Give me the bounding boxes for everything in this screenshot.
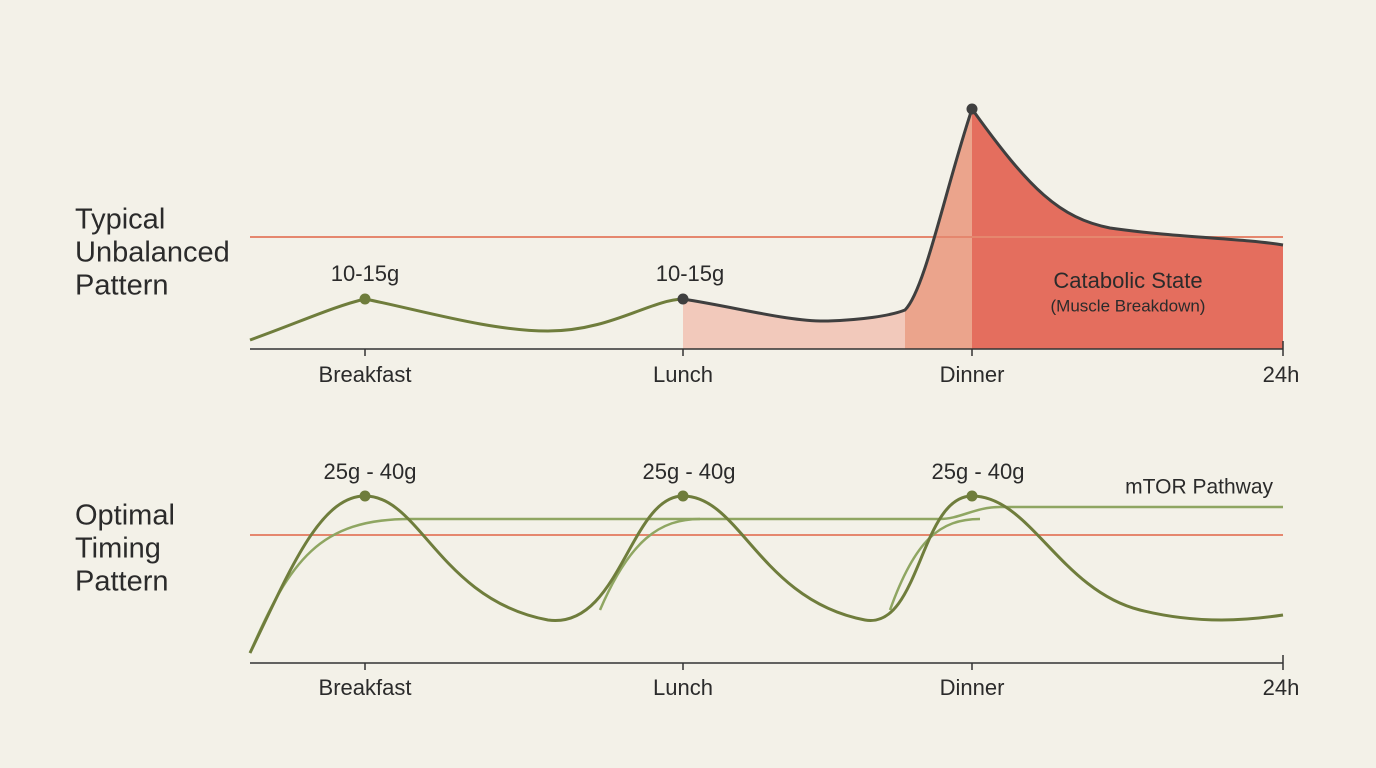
peak-label: 10-15g [331,261,400,286]
axis-label: Breakfast [319,362,412,387]
panel-label: Pattern [75,270,169,302]
ticks [364,655,1284,670]
mtor-curve [598,517,701,611]
zone-subtitle: (Muscle Breakdown) [1051,296,1206,315]
protein-curve [248,494,1284,654]
panel-label: Optimal [75,500,175,532]
peak-dot [966,490,978,502]
line-label: mTOR Pathway [1125,476,1273,499]
axis-label: Dinner [940,675,1005,700]
peak-dot [966,103,978,115]
axis-label: 24h [1263,675,1300,700]
axis-label: Lunch [653,362,713,387]
peak-dot [677,490,689,502]
deficit-curve [682,105,1284,323]
axis-label: Breakfast [319,675,412,700]
peak-label: 25g - 40g [932,459,1025,484]
peak-dot [677,293,689,305]
zone-title: Catabolic State [1053,268,1202,293]
peak-dot [359,293,371,305]
panel-label: Typical [75,204,165,236]
peak-label: 25g - 40g [643,459,736,484]
peak-label: 25g - 40g [324,459,417,484]
ticks [364,341,1284,356]
peak-dot [359,490,371,502]
axis-label: 24h [1263,362,1300,387]
panel-label: Pattern [75,566,169,598]
panel-label: Unbalanced [75,237,230,269]
catabolic-area [972,109,1283,349]
panel-label: Timing [75,533,161,565]
axis-label: Dinner [940,362,1005,387]
protein-curve [249,297,684,342]
peak-label: 10-15g [656,261,725,286]
transition-area [683,299,905,349]
axis-label: Lunch [653,675,713,700]
